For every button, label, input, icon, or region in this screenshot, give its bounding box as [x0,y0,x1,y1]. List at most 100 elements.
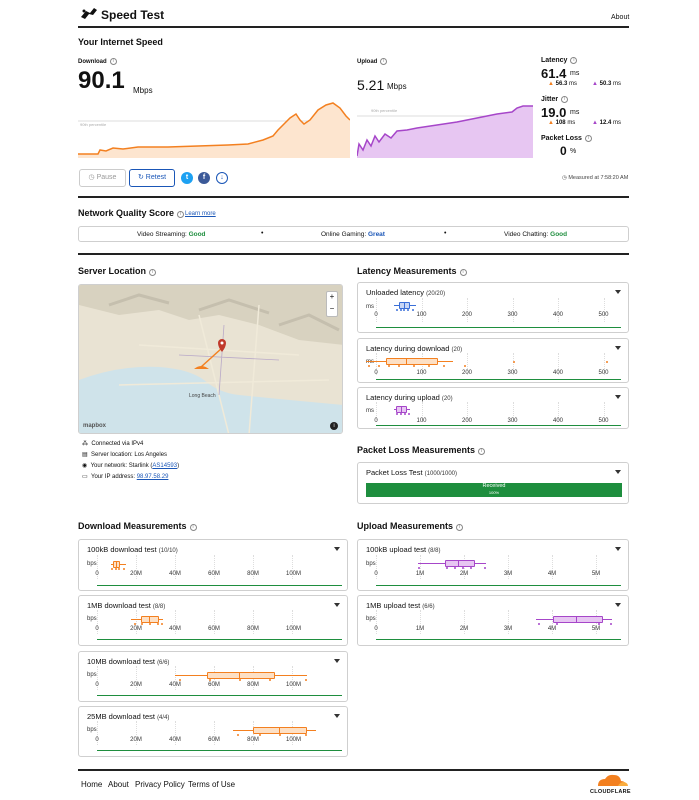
axis-unit: ms [366,304,374,310]
tick-label: 400 [552,312,563,318]
info-icon[interactable]: i [189,524,197,531]
download-icon[interactable]: ↓ [216,172,228,184]
chevron-down-icon[interactable] [615,603,621,607]
video-chatting: Video Chatting: Good [504,231,568,238]
tick-label: 100 [416,312,427,318]
learn-more-link[interactable]: Learn more [185,211,216,217]
tick-label: 20M [130,737,142,743]
map-city-label: Long Beach [189,393,216,399]
latency_measurements-card[interactable]: Latency during download (20) ms 0 100 200 30… [357,338,629,383]
tick-label: 20M [130,682,142,688]
info-icon[interactable]: i [109,58,117,65]
chevron-down-icon[interactable] [334,603,340,607]
latency-measurements-title: Latency Measurements i [357,266,467,276]
clock-icon: ◷ [562,175,567,181]
upload-label: Upload i [357,58,388,65]
jitter-download: ▲ 108 ms [548,120,576,126]
monitor-icon: ▭ [82,474,88,480]
speed-section-title: Your Internet Speed [78,37,163,47]
footer-terms-link[interactable]: Terms of Use [188,780,236,789]
map-info-icon[interactable]: i [330,422,338,430]
card-title: 25MB download test (4/4) [87,712,170,721]
download-value: 90.1 [78,67,125,94]
tick-label: 60M [208,737,220,743]
tick-label: 100M [286,571,302,577]
download-unit: Mbps [133,86,153,95]
tick-label: 80M [247,682,259,688]
server-title: Server Location i [78,266,157,276]
chevron-down-icon[interactable] [615,395,621,399]
chevron-down-icon[interactable] [615,470,621,474]
footer-privacy-link[interactable]: Privacy Policy [135,780,185,789]
axis-unit: bps [87,727,97,733]
chevron-down-icon[interactable] [615,547,621,551]
tick-label: 80M [247,737,259,743]
latency_measurements-card[interactable]: Unloaded latency (20/20) ms 0 100 200 300 400… [357,282,629,333]
card-title: 10MB download test (6/6) [87,657,170,666]
info-icon[interactable]: i [456,524,464,531]
tick-label: 0 [95,737,99,743]
site-title[interactable]: Speed Test [101,8,165,22]
info-icon[interactable]: i [478,448,486,455]
tick-label: 0 [374,370,378,376]
tick-label: 60M [208,682,220,688]
tick-label: 40M [169,737,181,743]
asn-link[interactable]: AS14593 [152,463,178,469]
mapbox-logo: mapbox [83,423,107,429]
upload_measurements-card[interactable]: 1MB upload test (6/6) bps 0 1M 2M 3M 4M 5M [357,595,629,646]
chevron-down-icon[interactable] [334,714,340,718]
tick-label: 300 [507,312,518,318]
jitter-unit: ms [570,109,580,116]
tick-label: 100 [416,418,427,424]
footer-home-link[interactable]: Home [81,780,103,789]
info-icon[interactable]: i [570,57,578,64]
bullet: • [444,230,447,237]
chevron-down-icon[interactable] [334,659,340,663]
upload-percentile-label: 90th percentile [371,108,398,113]
tick-label: 80M [247,571,259,577]
chevron-down-icon[interactable] [615,290,621,294]
info-icon[interactable]: i [584,135,592,142]
tick-label: 0 [374,571,378,577]
download_measurements-card[interactable]: 10MB download test (6/6) bps 0 20M 40M 60M 80… [78,651,348,702]
chevron-down-icon[interactable] [615,346,621,350]
upload_measurements-card[interactable]: 100kB upload test (8/8) bps 0 1M 2M 3M 4M 5M [357,539,629,591]
download_measurements-card[interactable]: 25MB download test (4/4) bps 0 20M 40M 60M 80… [78,706,348,757]
axis-unit: ms [366,359,374,365]
download_measurements-card[interactable]: 1MB download test (8/8) bps 0 20M 40M 60M 80M… [78,595,348,646]
download_measurements-card[interactable]: 100kB download test (10/10) bps 0 20M 40M 60… [78,539,348,591]
info-icon[interactable]: i [149,269,157,276]
ip-info: ▭ Your IP address: 98.97.58.29 [82,474,169,480]
tick-label: 0 [374,418,378,424]
info-icon[interactable]: i [177,211,185,218]
map[interactable]: + − Long Beach mapbox i [78,284,343,434]
tick-label: 1M [415,626,425,632]
tick-label: 0 [95,626,99,632]
ip-link[interactable]: 98.97.58.29 [136,474,169,480]
tick-label: 0 [374,626,378,632]
twitter-icon[interactable]: t [181,172,193,184]
chevron-down-icon[interactable] [334,547,340,551]
packet-loss-value: 0 [560,144,567,158]
card-title: Unloaded latency (20/20) [366,288,446,297]
pause-button[interactable]: ◷ Pause [79,169,126,187]
bullet: • [261,230,264,237]
tick-label: 500 [598,370,609,376]
info-icon[interactable]: i [561,96,569,103]
packet-loss-card[interactable]: Packet Loss Test (1000/1000) Received 10… [357,462,629,504]
facebook-icon[interactable]: f [198,172,210,184]
footer-about-link[interactable]: About [108,780,129,789]
location-pin-icon: ◉ [82,463,88,469]
server-icon: ▤ [82,452,88,458]
tick-label: 80M [247,626,259,632]
packet-loss-title: Packet Loss Measurements i [357,445,486,455]
about-link[interactable]: About [611,14,630,21]
retest-button[interactable]: ↻ Retest [129,169,175,187]
latency_measurements-card[interactable]: Latency during upload (20) ms 0 100 200 300 4… [357,387,629,429]
zoom-in-button[interactable]: + [329,292,335,301]
tick-label: 5M [591,626,601,632]
info-icon[interactable]: i [380,58,388,65]
zoom-out-button[interactable]: − [329,304,335,313]
upload-measurements-title: Upload Measurements i [357,521,464,531]
info-icon[interactable]: i [459,269,467,276]
